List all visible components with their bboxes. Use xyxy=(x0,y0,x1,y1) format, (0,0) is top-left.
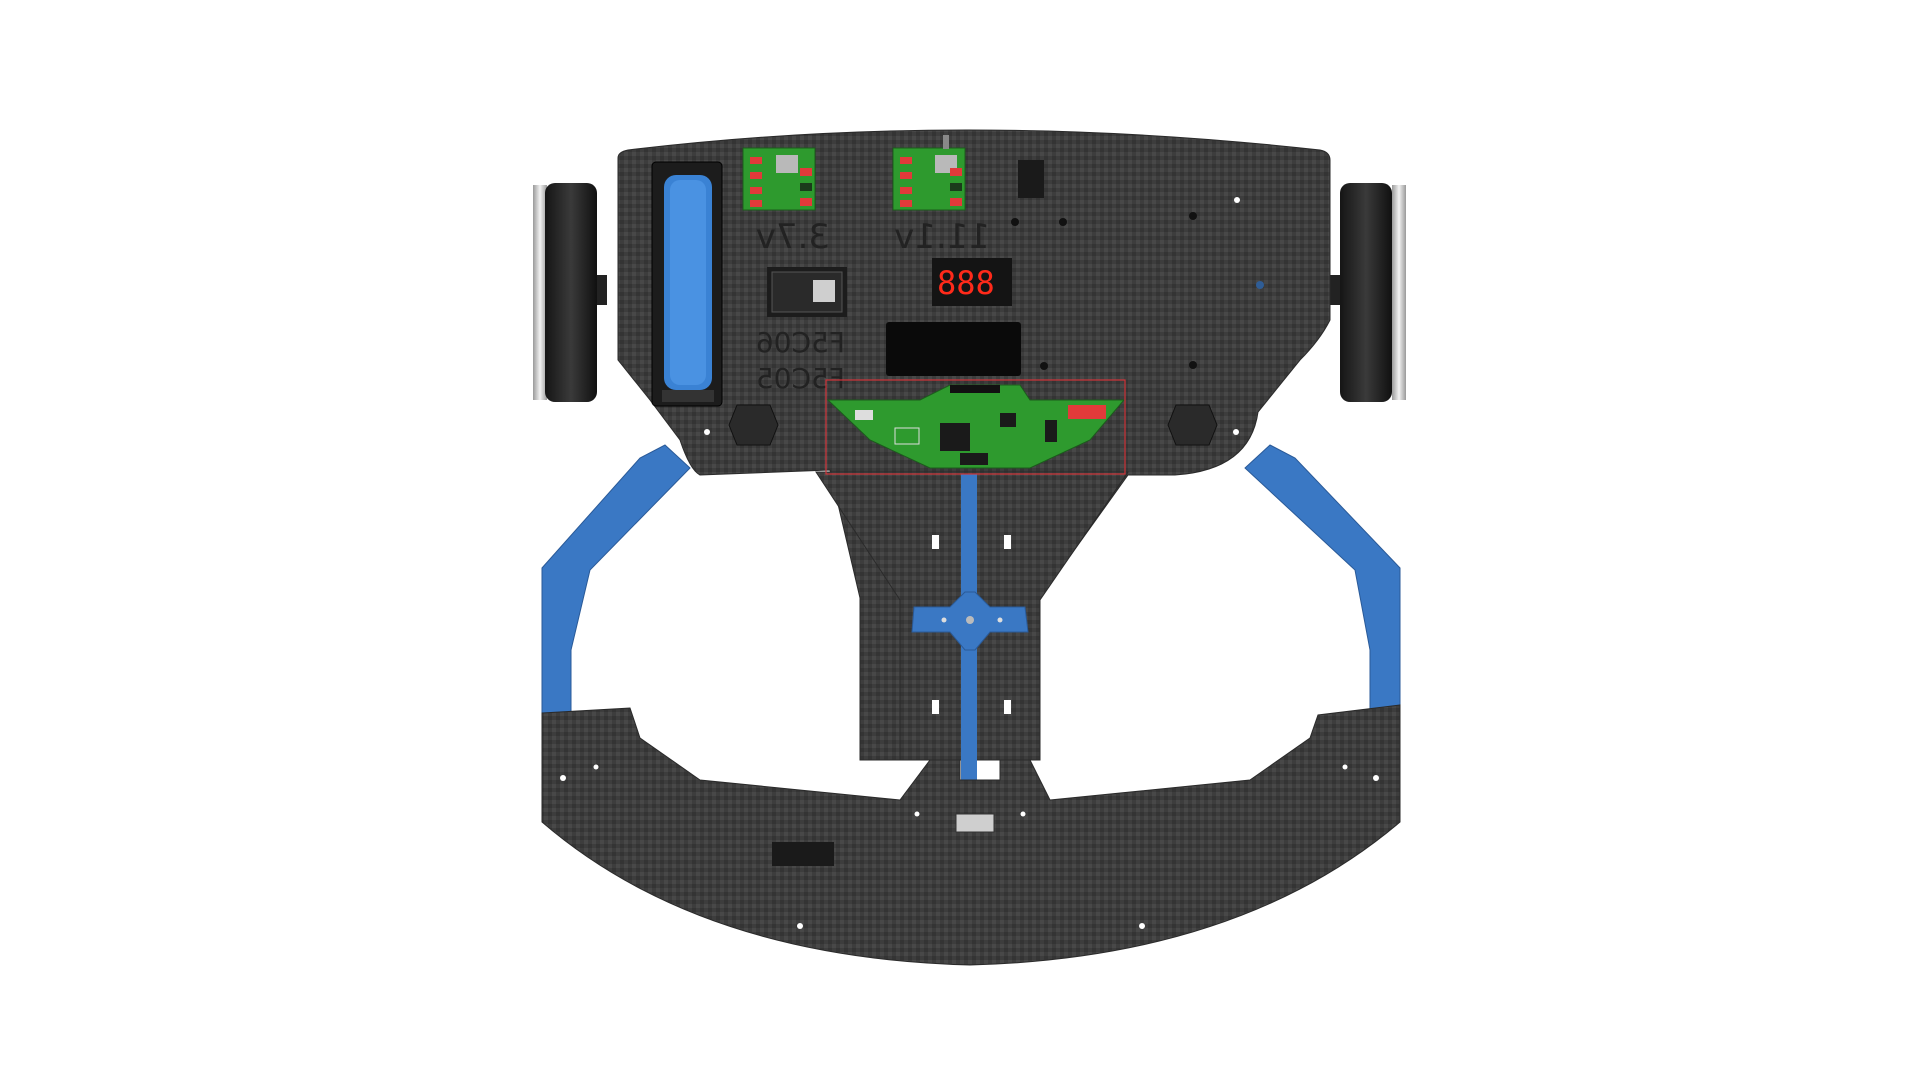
front-connector xyxy=(772,842,834,866)
blue-mount-dot xyxy=(1256,281,1264,289)
mount-holes xyxy=(560,197,1379,929)
switch-module-3v7 xyxy=(742,147,816,211)
blue-center-track xyxy=(911,474,1029,784)
left-wheel xyxy=(533,183,607,402)
mcu-module xyxy=(767,267,847,317)
module-label-bottom: F5C05 xyxy=(756,362,845,395)
cutout-window xyxy=(886,322,1021,376)
center-switch xyxy=(955,813,995,833)
switch-module-11v1 xyxy=(892,135,966,211)
voltage-label-11v1: 11.1v xyxy=(894,217,990,257)
slots xyxy=(932,535,1011,714)
voltage-label-3v7: 3.7v xyxy=(756,217,830,257)
right-blue-arm xyxy=(1244,444,1401,716)
right-hex-spacer xyxy=(1167,404,1218,446)
front-bumper-plate xyxy=(541,704,1401,966)
sensor-pcb xyxy=(826,384,1126,469)
selection-box xyxy=(825,379,1126,475)
battery-holder xyxy=(651,161,723,407)
module-label-top: F5C06 xyxy=(756,326,845,359)
left-blue-arm xyxy=(541,444,691,716)
display-digits: 888 xyxy=(937,264,995,302)
left-hex-spacer xyxy=(728,404,779,446)
right-wheel xyxy=(1330,183,1406,402)
seven-segment-display: 888 xyxy=(932,258,1012,306)
small-connector xyxy=(1018,160,1044,198)
